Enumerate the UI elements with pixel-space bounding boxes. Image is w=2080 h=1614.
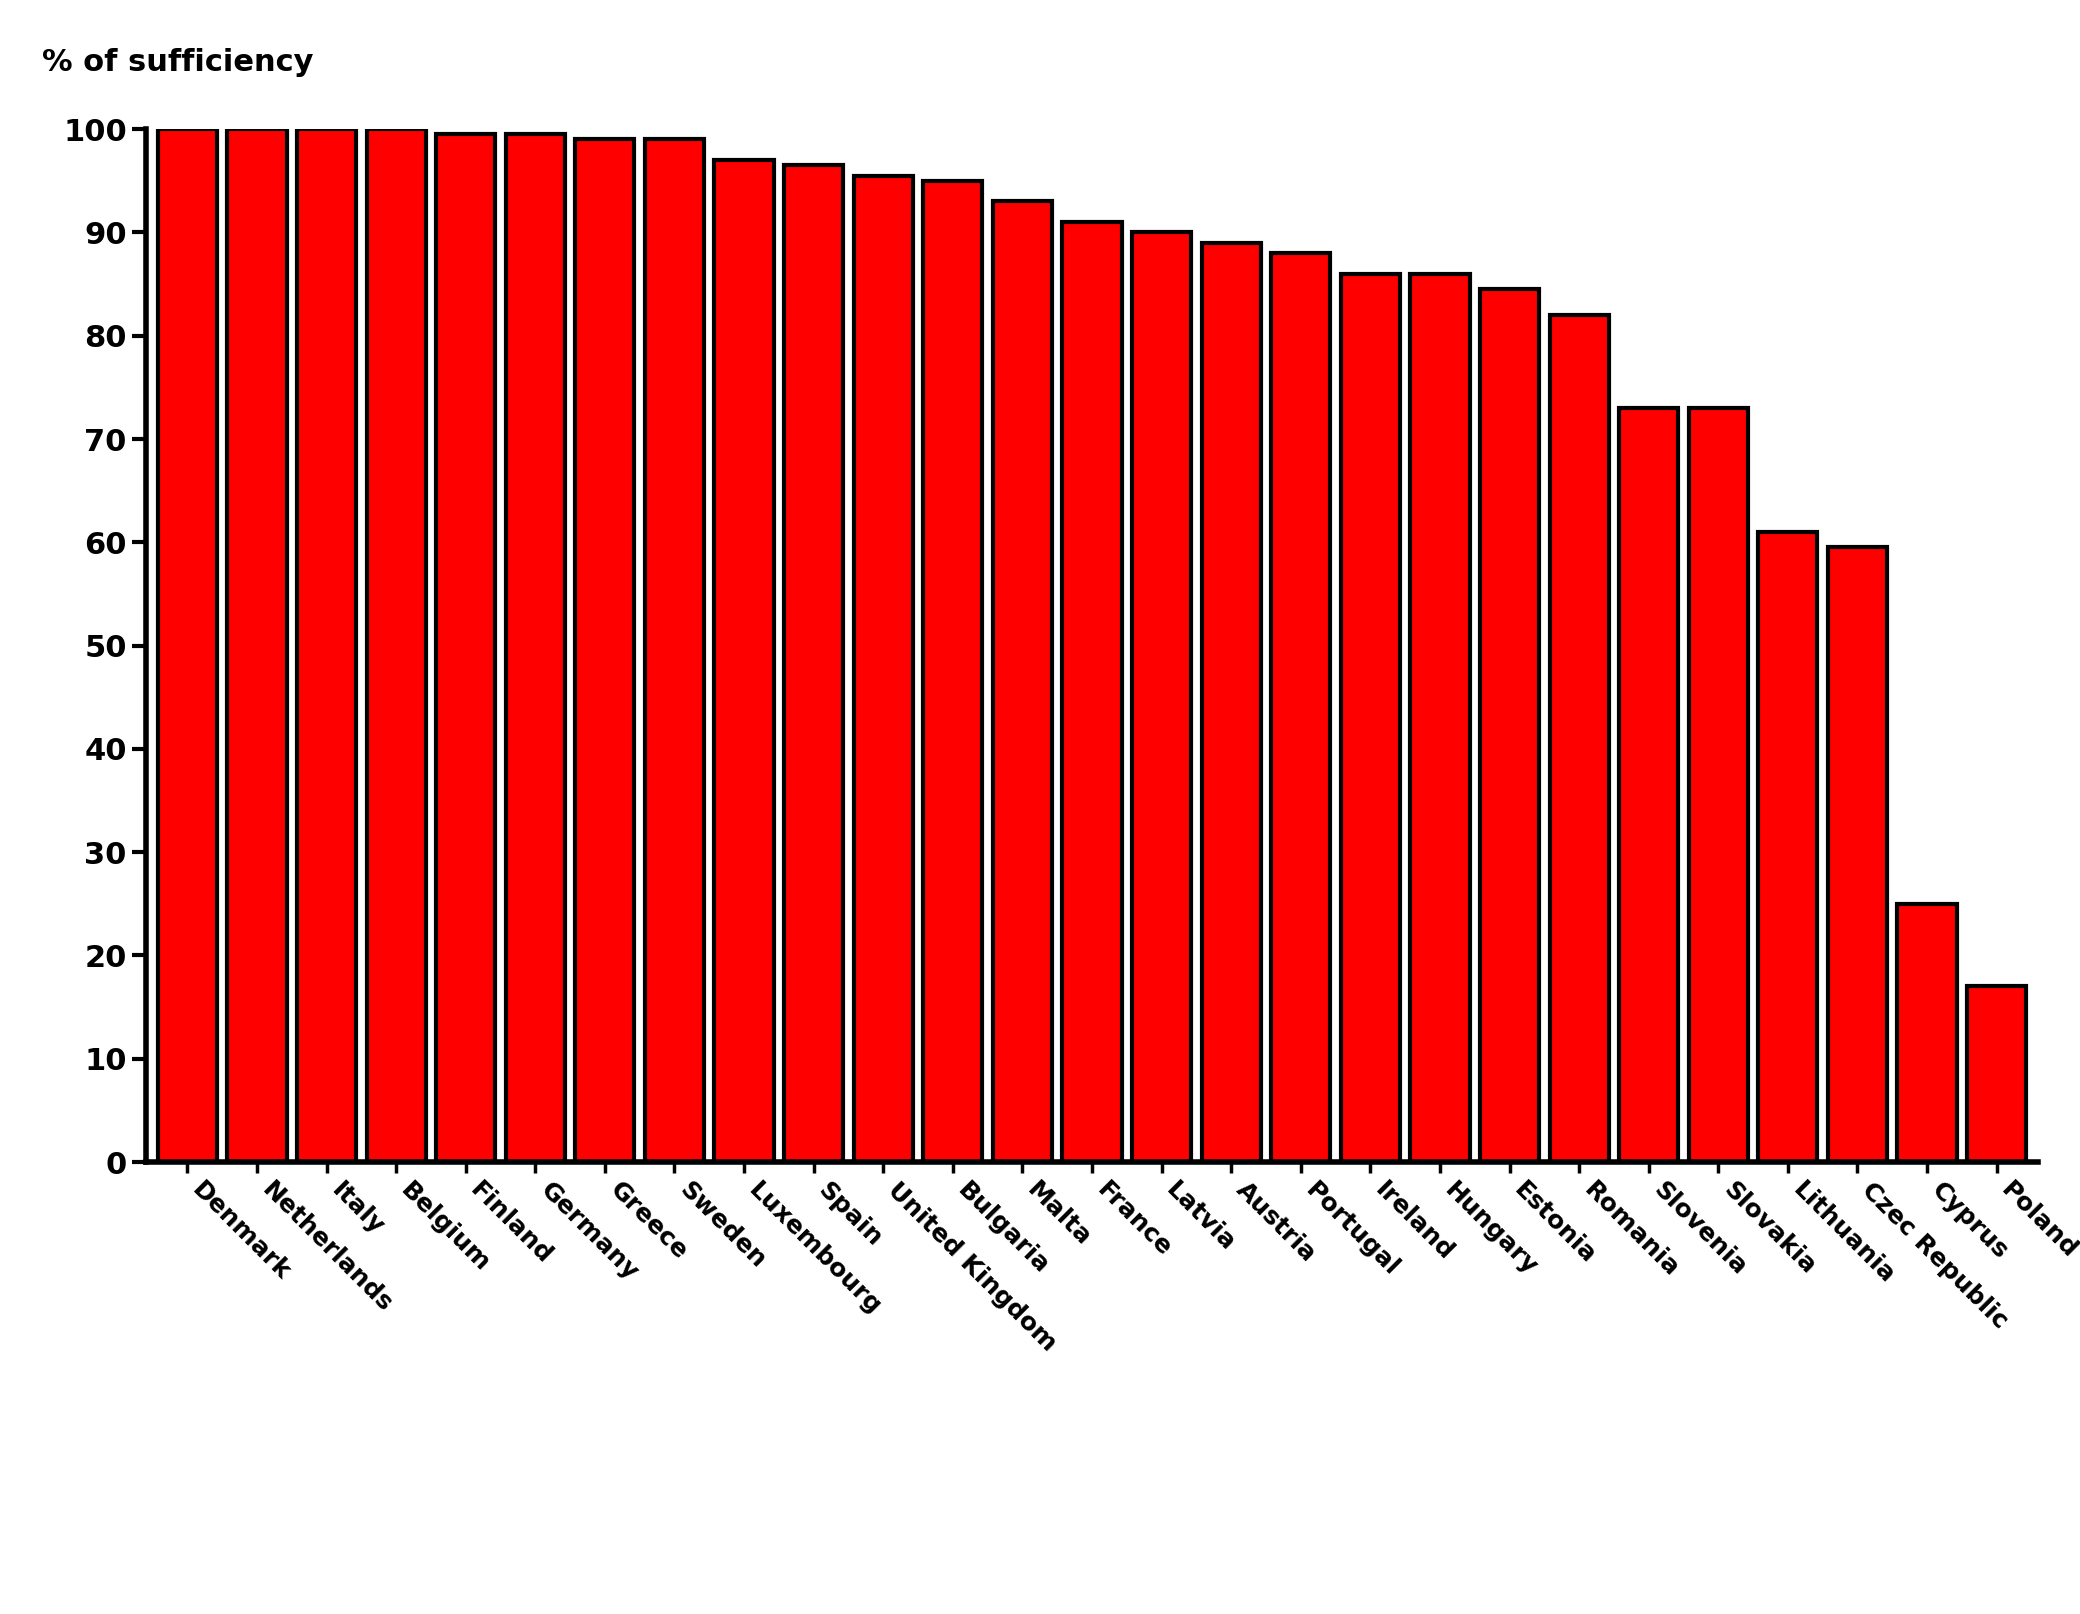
- Bar: [1132, 232, 1192, 1162]
- Bar: [1410, 274, 1468, 1162]
- Text: % of sufficiency: % of sufficiency: [42, 48, 314, 77]
- Bar: [1342, 274, 1400, 1162]
- Bar: [158, 129, 216, 1162]
- Bar: [645, 139, 703, 1162]
- Bar: [1828, 547, 1887, 1162]
- Bar: [227, 129, 287, 1162]
- Bar: [1758, 533, 1818, 1162]
- Bar: [576, 139, 634, 1162]
- Bar: [1063, 223, 1121, 1162]
- Bar: [1202, 242, 1260, 1162]
- Bar: [366, 129, 426, 1162]
- Bar: [853, 176, 913, 1162]
- Bar: [437, 134, 495, 1162]
- Bar: [1689, 408, 1747, 1162]
- Bar: [297, 129, 356, 1162]
- Bar: [1550, 315, 1608, 1162]
- Bar: [784, 165, 842, 1162]
- Bar: [1271, 253, 1331, 1162]
- Bar: [1481, 289, 1539, 1162]
- Bar: [716, 160, 774, 1162]
- Bar: [1897, 904, 1957, 1162]
- Bar: [505, 134, 566, 1162]
- Bar: [992, 202, 1052, 1162]
- Bar: [924, 181, 982, 1162]
- Bar: [1968, 986, 2026, 1162]
- Bar: [1618, 408, 1679, 1162]
